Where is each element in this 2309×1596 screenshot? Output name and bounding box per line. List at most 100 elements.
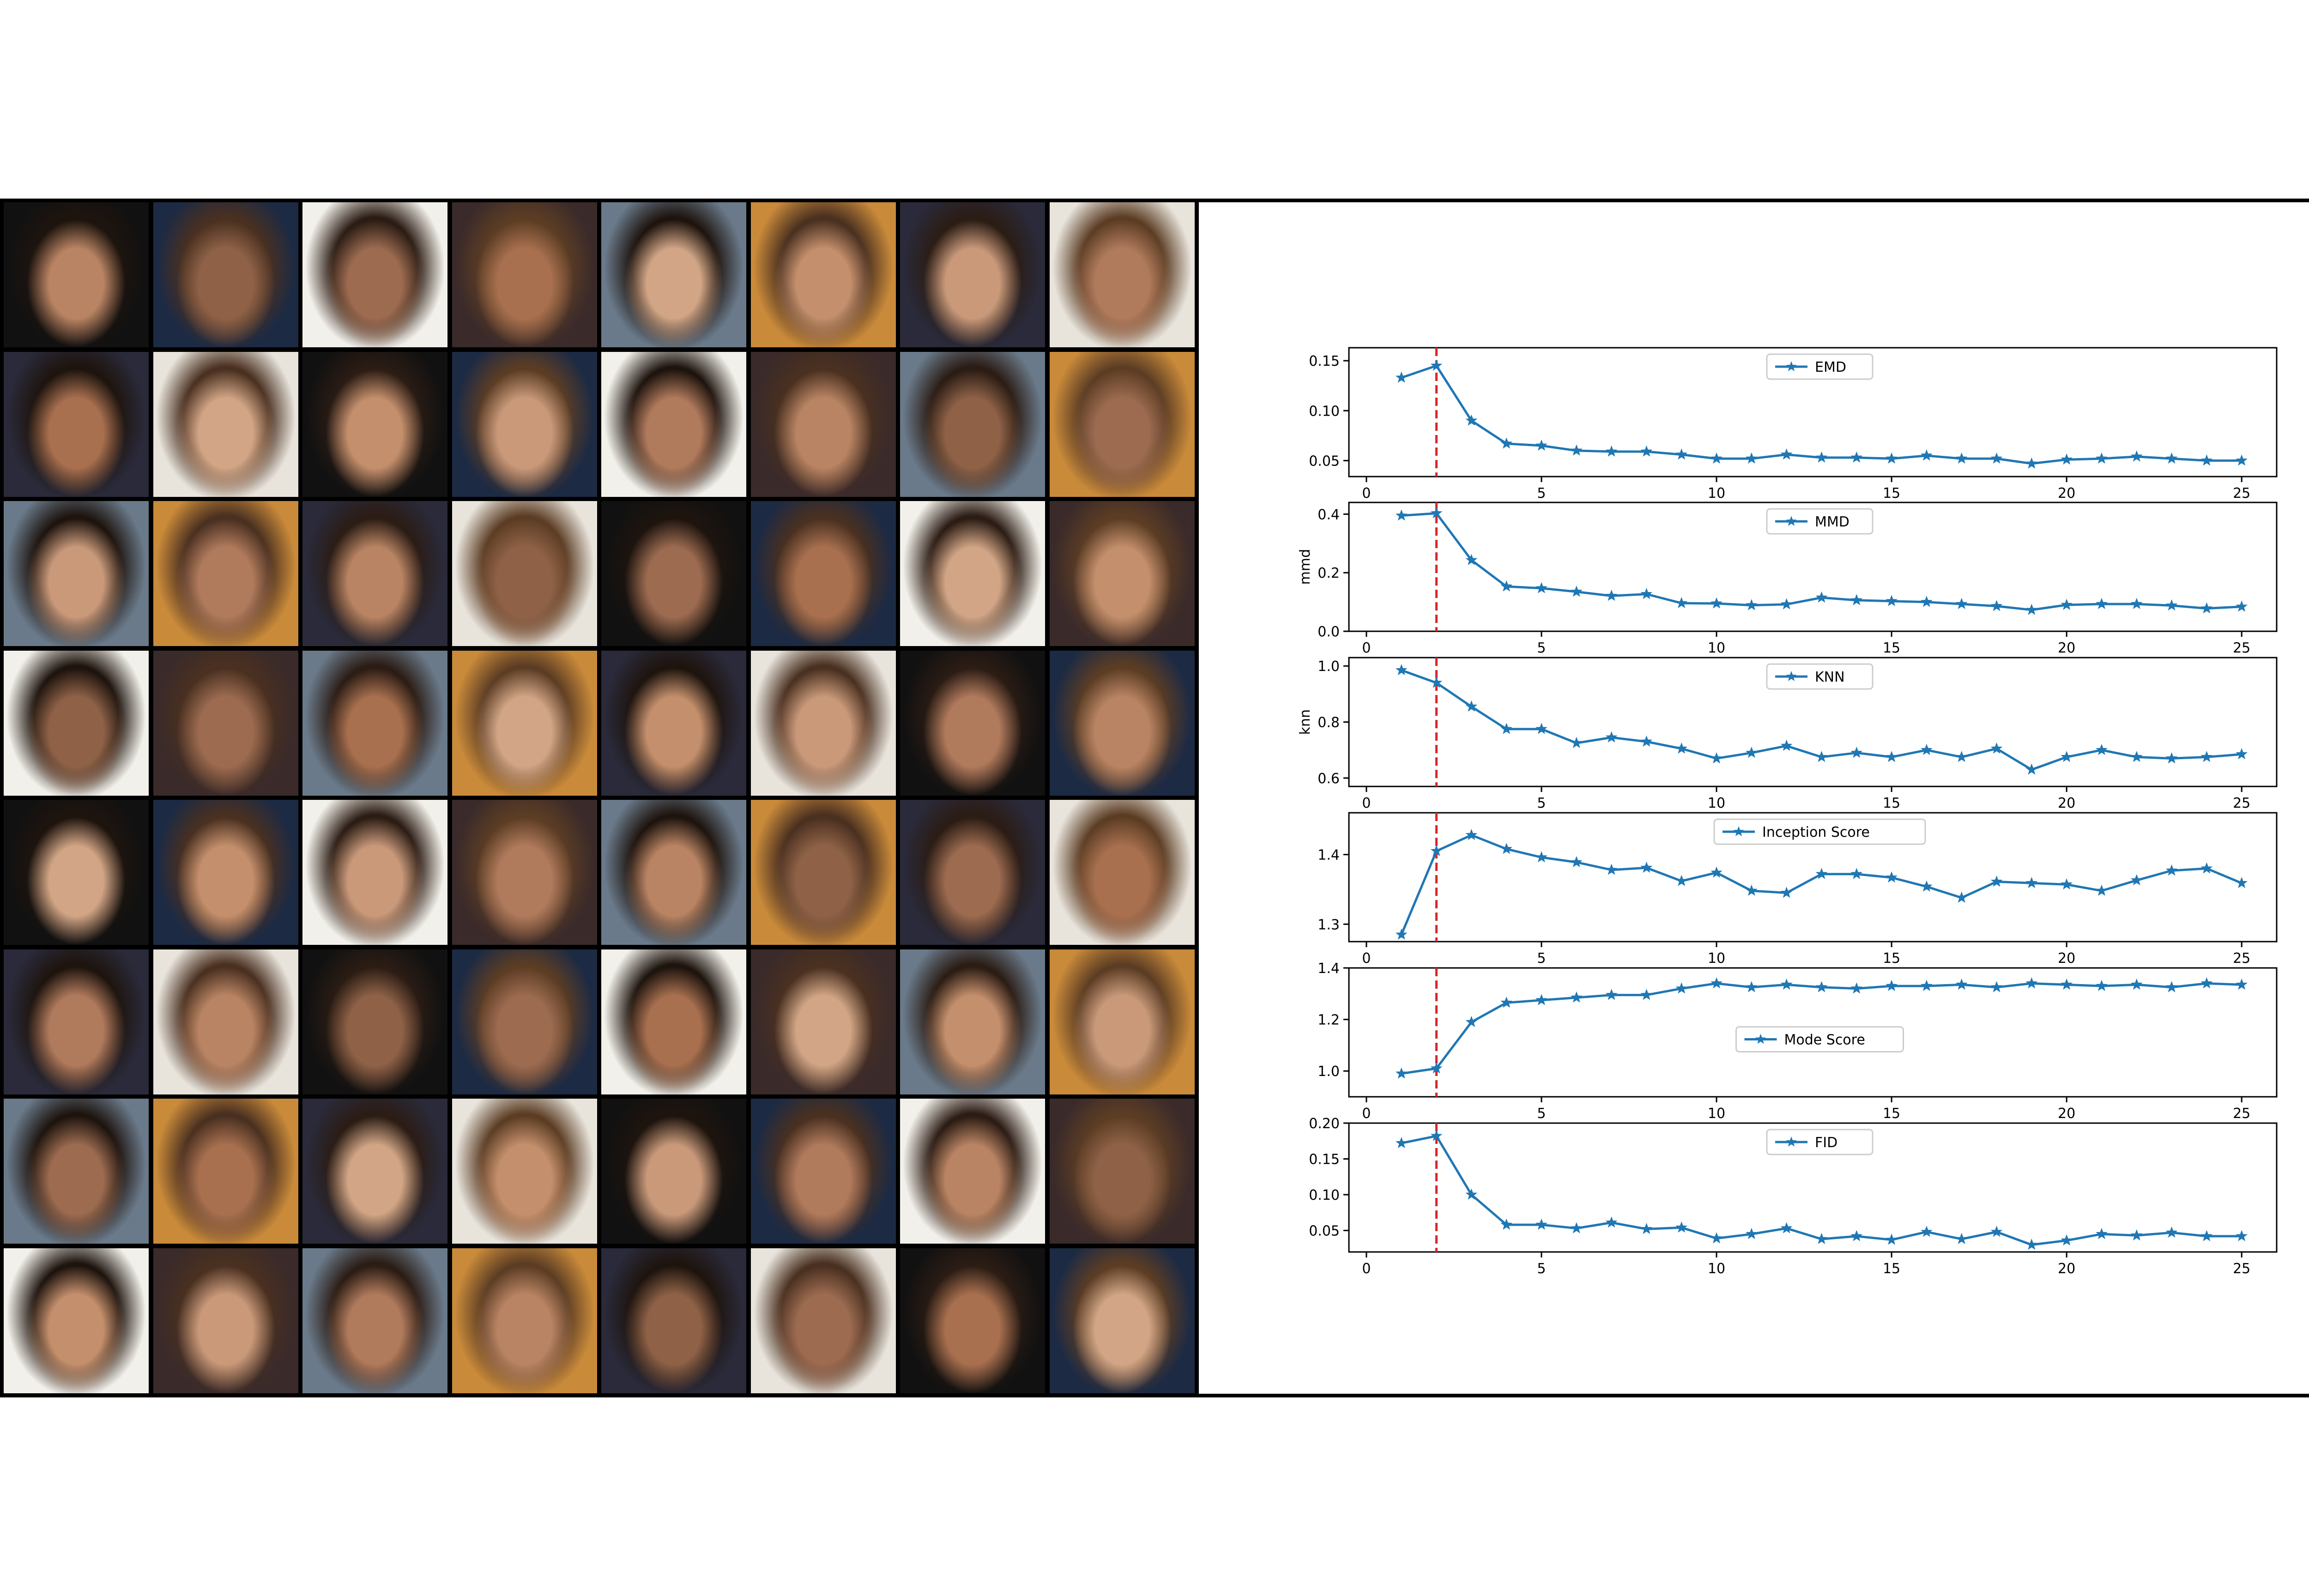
- data-point: [2061, 750, 2073, 762]
- data-point: [2200, 602, 2213, 614]
- data-point: [1780, 978, 1793, 990]
- data-point: [1430, 1130, 1443, 1141]
- y-tick-label: 1.0: [1318, 1064, 1340, 1080]
- legend-label: FID: [1815, 1135, 1838, 1151]
- x-tick-label: 15: [1883, 485, 1900, 502]
- data-point: [1815, 1233, 1828, 1244]
- face-sample: [302, 1099, 447, 1244]
- y-tick-label: 0.05: [1309, 1223, 1340, 1239]
- y-tick-label: 0.15: [1309, 1152, 1340, 1168]
- data-point: [2200, 862, 2213, 874]
- face-sample: [4, 202, 149, 347]
- x-tick-label: 0: [1362, 950, 1371, 967]
- data-point: [2236, 748, 2248, 760]
- data-point: [1921, 744, 1933, 756]
- data-point: [2165, 599, 2178, 611]
- data-point: [1465, 828, 1478, 840]
- data-point: [2236, 454, 2248, 466]
- y-tick-label: 0.10: [1309, 403, 1340, 419]
- data-point: [2025, 977, 2038, 989]
- data-point: [1815, 451, 1828, 463]
- y-tick-label: 0.10: [1309, 1187, 1340, 1203]
- data-point: [1850, 982, 1863, 994]
- x-tick-label: 25: [2233, 950, 2250, 967]
- x-tick-label: 20: [2058, 795, 2075, 811]
- axes-frame: [1348, 812, 2278, 943]
- legend-label: KNN: [1815, 669, 1845, 685]
- data-point: [1780, 739, 1793, 751]
- face-sample: [302, 1248, 447, 1393]
- data-point: [2130, 450, 2143, 462]
- face-sample: [601, 351, 746, 497]
- face-sample: [900, 202, 1045, 347]
- face-sample: [601, 1099, 746, 1244]
- x-tick-label: 0: [1362, 485, 1371, 502]
- data-point: [1465, 1188, 1478, 1200]
- face-sample: [601, 1248, 746, 1393]
- face-sample: [750, 351, 896, 497]
- data-point: [1571, 991, 1583, 1003]
- data-point: [1921, 1226, 1933, 1237]
- face-sample: [900, 1099, 1045, 1244]
- x-tick-label: 15: [1883, 950, 1900, 967]
- data-point: [2096, 884, 2108, 896]
- metrics-chart-panel: 0 5 10 15 20 25 0.05 0.10 0.15 EMD 0 5 10 15 20 25 0.0 0.…: [1196, 199, 2309, 1397]
- face-sample: [1049, 1099, 1195, 1244]
- face-sample: [1049, 650, 1195, 796]
- data-point: [1395, 509, 1408, 521]
- data-point: [2165, 981, 2178, 992]
- data-point: [1395, 1067, 1408, 1079]
- data-point: [1395, 664, 1408, 676]
- data-point: [2165, 752, 2178, 764]
- x-tick-label: 20: [2058, 1106, 2075, 1122]
- data-point: [1886, 979, 1898, 991]
- data-point: [1990, 452, 2003, 464]
- data-point: [1955, 1233, 1968, 1244]
- data-point: [1711, 866, 1723, 878]
- data-point: [1465, 700, 1478, 712]
- face-sample: [452, 202, 597, 347]
- data-point: [1850, 746, 1863, 758]
- data-point: [1850, 451, 1863, 463]
- legend-box: [1766, 663, 1874, 690]
- data-point: [1886, 595, 1898, 606]
- data-point: [1886, 871, 1898, 883]
- face-sample: [601, 650, 746, 796]
- x-tick-label: 25: [2233, 640, 2250, 656]
- data-point: [1605, 445, 1618, 457]
- face-sample: [750, 650, 896, 796]
- y-axis-label: knn: [1297, 709, 1313, 735]
- chart-4: 0 5 10 15 20 25 1.3 1.4 Inception Score: [1318, 812, 2278, 967]
- legend-marker: [1786, 516, 1797, 526]
- legend-marker: [1786, 1137, 1797, 1147]
- data-point: [2236, 978, 2248, 990]
- x-tick-label: 5: [1537, 1106, 1546, 1122]
- face-sample: [452, 949, 597, 1094]
- data-point: [1675, 875, 1687, 886]
- data-point: [2025, 457, 2038, 469]
- chart-1: 0 5 10 15 20 25 0.05 0.10 0.15 EMD: [1309, 347, 2278, 502]
- data-point: [1746, 884, 1758, 896]
- data-point: [1921, 449, 1933, 461]
- y-tick-label: 0.6: [1318, 771, 1340, 787]
- face-sample: [4, 949, 149, 1094]
- y-tick-label: 0.15: [1309, 353, 1340, 369]
- data-point: [2096, 744, 2108, 756]
- face-sample: [1049, 949, 1195, 1094]
- legend-label: Mode Score: [1784, 1032, 1865, 1048]
- data-point: [1500, 723, 1512, 734]
- data-point: [1430, 1062, 1443, 1074]
- data-point: [1990, 1226, 2003, 1237]
- data-point: [1921, 596, 1933, 607]
- x-tick-label: 25: [2233, 1106, 2250, 1122]
- data-point: [1711, 597, 1723, 609]
- data-point: [1955, 598, 1968, 609]
- data-point: [2130, 1229, 2143, 1241]
- face-sample: [153, 202, 298, 347]
- data-point: [1430, 677, 1443, 688]
- face-sample: [750, 501, 896, 646]
- face-sample: [302, 351, 447, 497]
- data-point: [1711, 1232, 1723, 1244]
- x-tick-label: 5: [1537, 950, 1546, 967]
- data-point: [1535, 723, 1547, 734]
